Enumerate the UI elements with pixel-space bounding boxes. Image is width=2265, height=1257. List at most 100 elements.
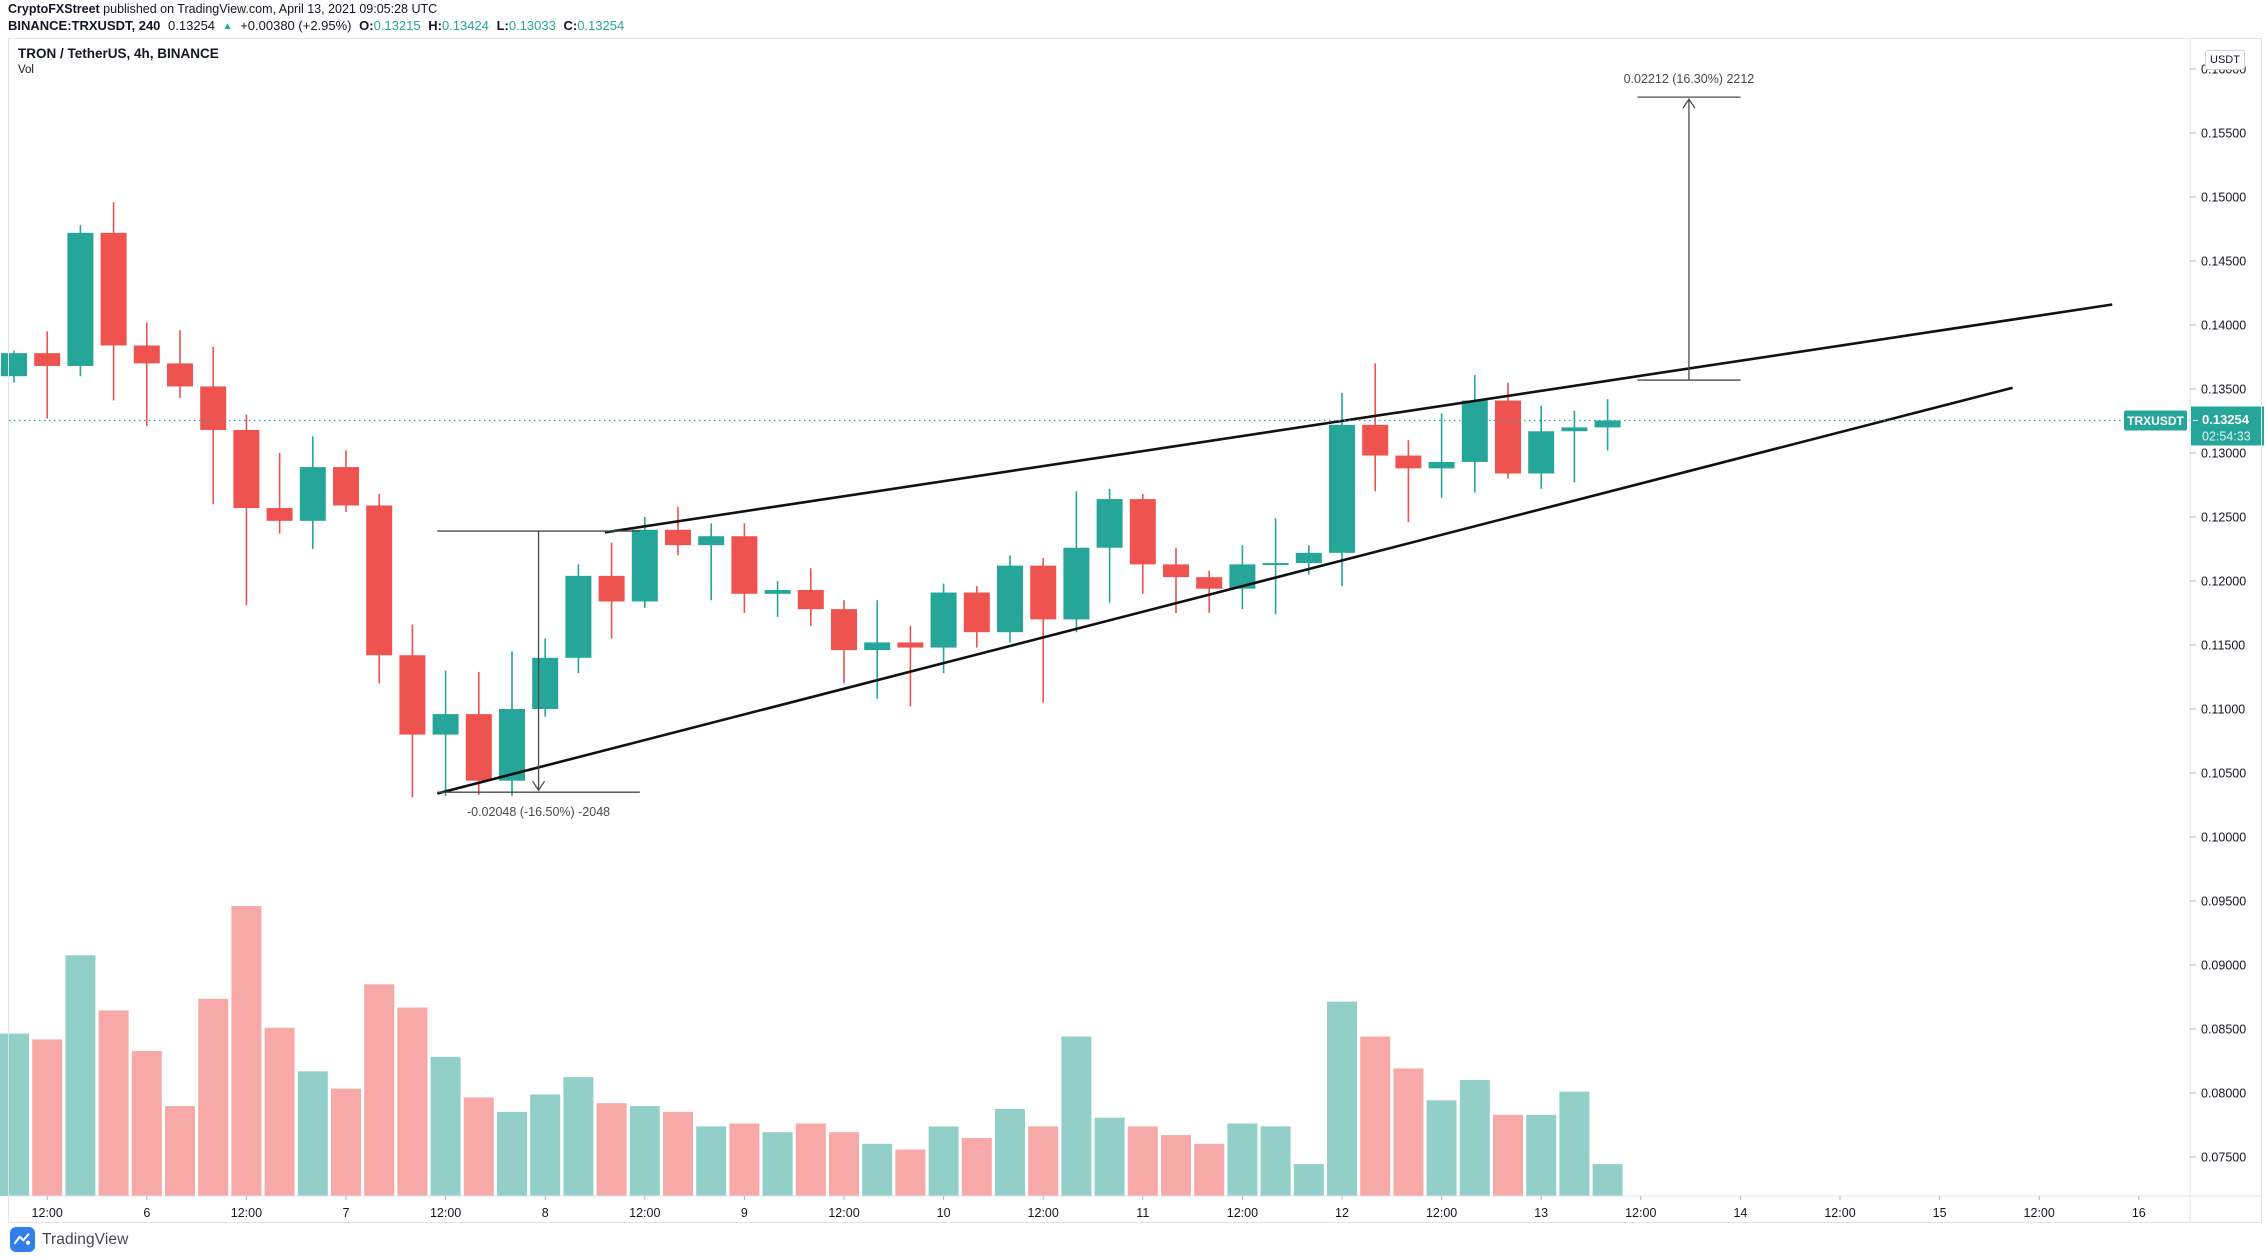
volume-bar: [1360, 1036, 1391, 1196]
candle-body: [532, 657, 559, 709]
downside-measure[interactable]: [437, 530, 640, 793]
time-tick-label: 8: [542, 1206, 549, 1220]
volume-bar: [231, 906, 262, 1196]
time-tick-label: 13: [1534, 1206, 1548, 1220]
price-change: +0.00380 (+2.95%): [240, 18, 352, 33]
volume-bar: [32, 1039, 63, 1196]
volume-bar: [928, 1126, 959, 1196]
time-tick-label: 12:00: [1625, 1206, 1656, 1220]
candle-body: [1196, 577, 1223, 589]
volume-bar: [463, 1097, 494, 1196]
up-triangle-icon: ▲: [222, 21, 233, 32]
last-price: 0.13254: [168, 18, 216, 33]
time-tick-label: 12:00: [828, 1206, 859, 1220]
arrow-up-icon: [1682, 97, 1696, 109]
volume-bar: [264, 1027, 295, 1196]
volume-bar: [1559, 1091, 1590, 1196]
low-value: 0.13033: [508, 18, 556, 33]
volume-bar: [297, 1071, 328, 1196]
close-value: 0.13254: [577, 18, 625, 33]
candle-body: [764, 589, 791, 594]
publisher-name: CryptoFXStreet: [8, 2, 100, 16]
high-label: H:: [428, 18, 442, 33]
candle-body: [432, 714, 459, 735]
volume-bar: [995, 1109, 1025, 1196]
price-tick-label: 0.13000: [2201, 447, 2246, 461]
tradingview-logo[interactable]: TradingView: [10, 1227, 128, 1252]
symbol-tag: [2124, 410, 2187, 431]
time-tick-label: 12:00: [1028, 1206, 1059, 1220]
tradingview-icon: [10, 1227, 35, 1252]
candle-body: [266, 508, 293, 521]
time-tick-label: 12:00: [430, 1206, 461, 1220]
time-tick-label: 12:00: [231, 1206, 262, 1220]
candle-body: [1428, 461, 1455, 469]
price-axis[interactable]: 0.160000.155000.150000.145000.140000.135…: [2190, 63, 2246, 1165]
candle-body: [797, 589, 824, 610]
candle-body: [333, 467, 359, 506]
candle-body: [1329, 424, 1355, 553]
time-tick-label: 12:00: [32, 1206, 63, 1220]
volume-bar: [0, 1033, 29, 1196]
volume-bar: [1493, 1114, 1523, 1196]
volume-bar: [961, 1138, 992, 1196]
candle-body: [1594, 420, 1621, 428]
candle-body: [299, 467, 326, 521]
price-tick-label: 0.12000: [2201, 575, 2246, 589]
volume-bar: [1293, 1164, 1324, 1196]
symbol-ohlc-bar: BINANCE:TRXUSDT, 240 0.13254 ▲ +0.00380 …: [8, 18, 628, 36]
candle-body: [831, 609, 857, 651]
time-tick-label: 12:00: [1227, 1206, 1258, 1220]
volume-bar: [65, 955, 96, 1196]
candle-body: [897, 642, 924, 648]
price-tick-label: 0.07500: [2201, 1151, 2246, 1165]
volume-bar: [762, 1132, 793, 1196]
upside-measure[interactable]: [1637, 96, 1741, 381]
candle-body: [67, 232, 94, 366]
candle-body: [1063, 547, 1090, 620]
upper-ascending-trendline[interactable]: [604, 303, 2113, 534]
volume-bar: [663, 1111, 693, 1196]
candle-body: [631, 529, 658, 602]
candle-body: [963, 592, 990, 633]
volume-histogram: [0, 906, 1623, 1196]
time-tick-label: 11: [1136, 1206, 1149, 1220]
volume-bar: [795, 1123, 826, 1196]
candle-body: [930, 592, 957, 648]
symbol-interval: BINANCE:TRXUSDT, 240: [8, 18, 161, 33]
candle-body: [399, 655, 426, 735]
volume-bar: [829, 1132, 859, 1196]
symbol-tag-text: TRXUSDT: [2127, 414, 2184, 428]
open-value: 0.13215: [373, 18, 421, 33]
time-tick-label: 12: [1335, 1206, 1349, 1220]
candles: [1, 202, 1621, 798]
time-axis[interactable]: 12:00 6 12:00 7 12:00 8 12:00 9 12:00 10 12:00 11 12…: [32, 1196, 2146, 1220]
candle-body: [698, 536, 725, 546]
time-tick-label: 14: [1733, 1206, 1747, 1220]
measure-label: -0.02048 (-16.50%) -2048: [467, 805, 610, 819]
lower-ascending-trendline[interactable]: [436, 386, 2013, 795]
price-tick-label: 0.11500: [2201, 639, 2245, 653]
volume-indicator-label: Vol: [18, 64, 34, 76]
low-label: L:: [496, 18, 509, 33]
bar-countdown: 02:54:33: [2202, 429, 2251, 443]
open-label: O:: [359, 18, 374, 33]
volume-bar: [862, 1143, 893, 1196]
candle-body: [1395, 455, 1422, 469]
volume-bar: [165, 1106, 195, 1196]
volume-bar: [1459, 1080, 1490, 1196]
price-tick-label: 0.08500: [2201, 1023, 2246, 1037]
candle-body: [366, 505, 393, 656]
price-tick-label: 0.12500: [2201, 511, 2246, 525]
volume-bar: [1161, 1135, 1191, 1196]
candle-body: [167, 363, 193, 387]
price-tick-label: 0.14500: [2201, 255, 2246, 269]
time-tick-label: 12:00: [1824, 1206, 1855, 1220]
currency-unit-button[interactable]: USDT: [2205, 50, 2245, 70]
candle-body: [1495, 400, 1521, 474]
candle-body: [499, 709, 525, 781]
time-tick-label: 9: [741, 1206, 748, 1220]
volume-bar: [430, 1056, 461, 1196]
volume-bar: [198, 998, 229, 1196]
